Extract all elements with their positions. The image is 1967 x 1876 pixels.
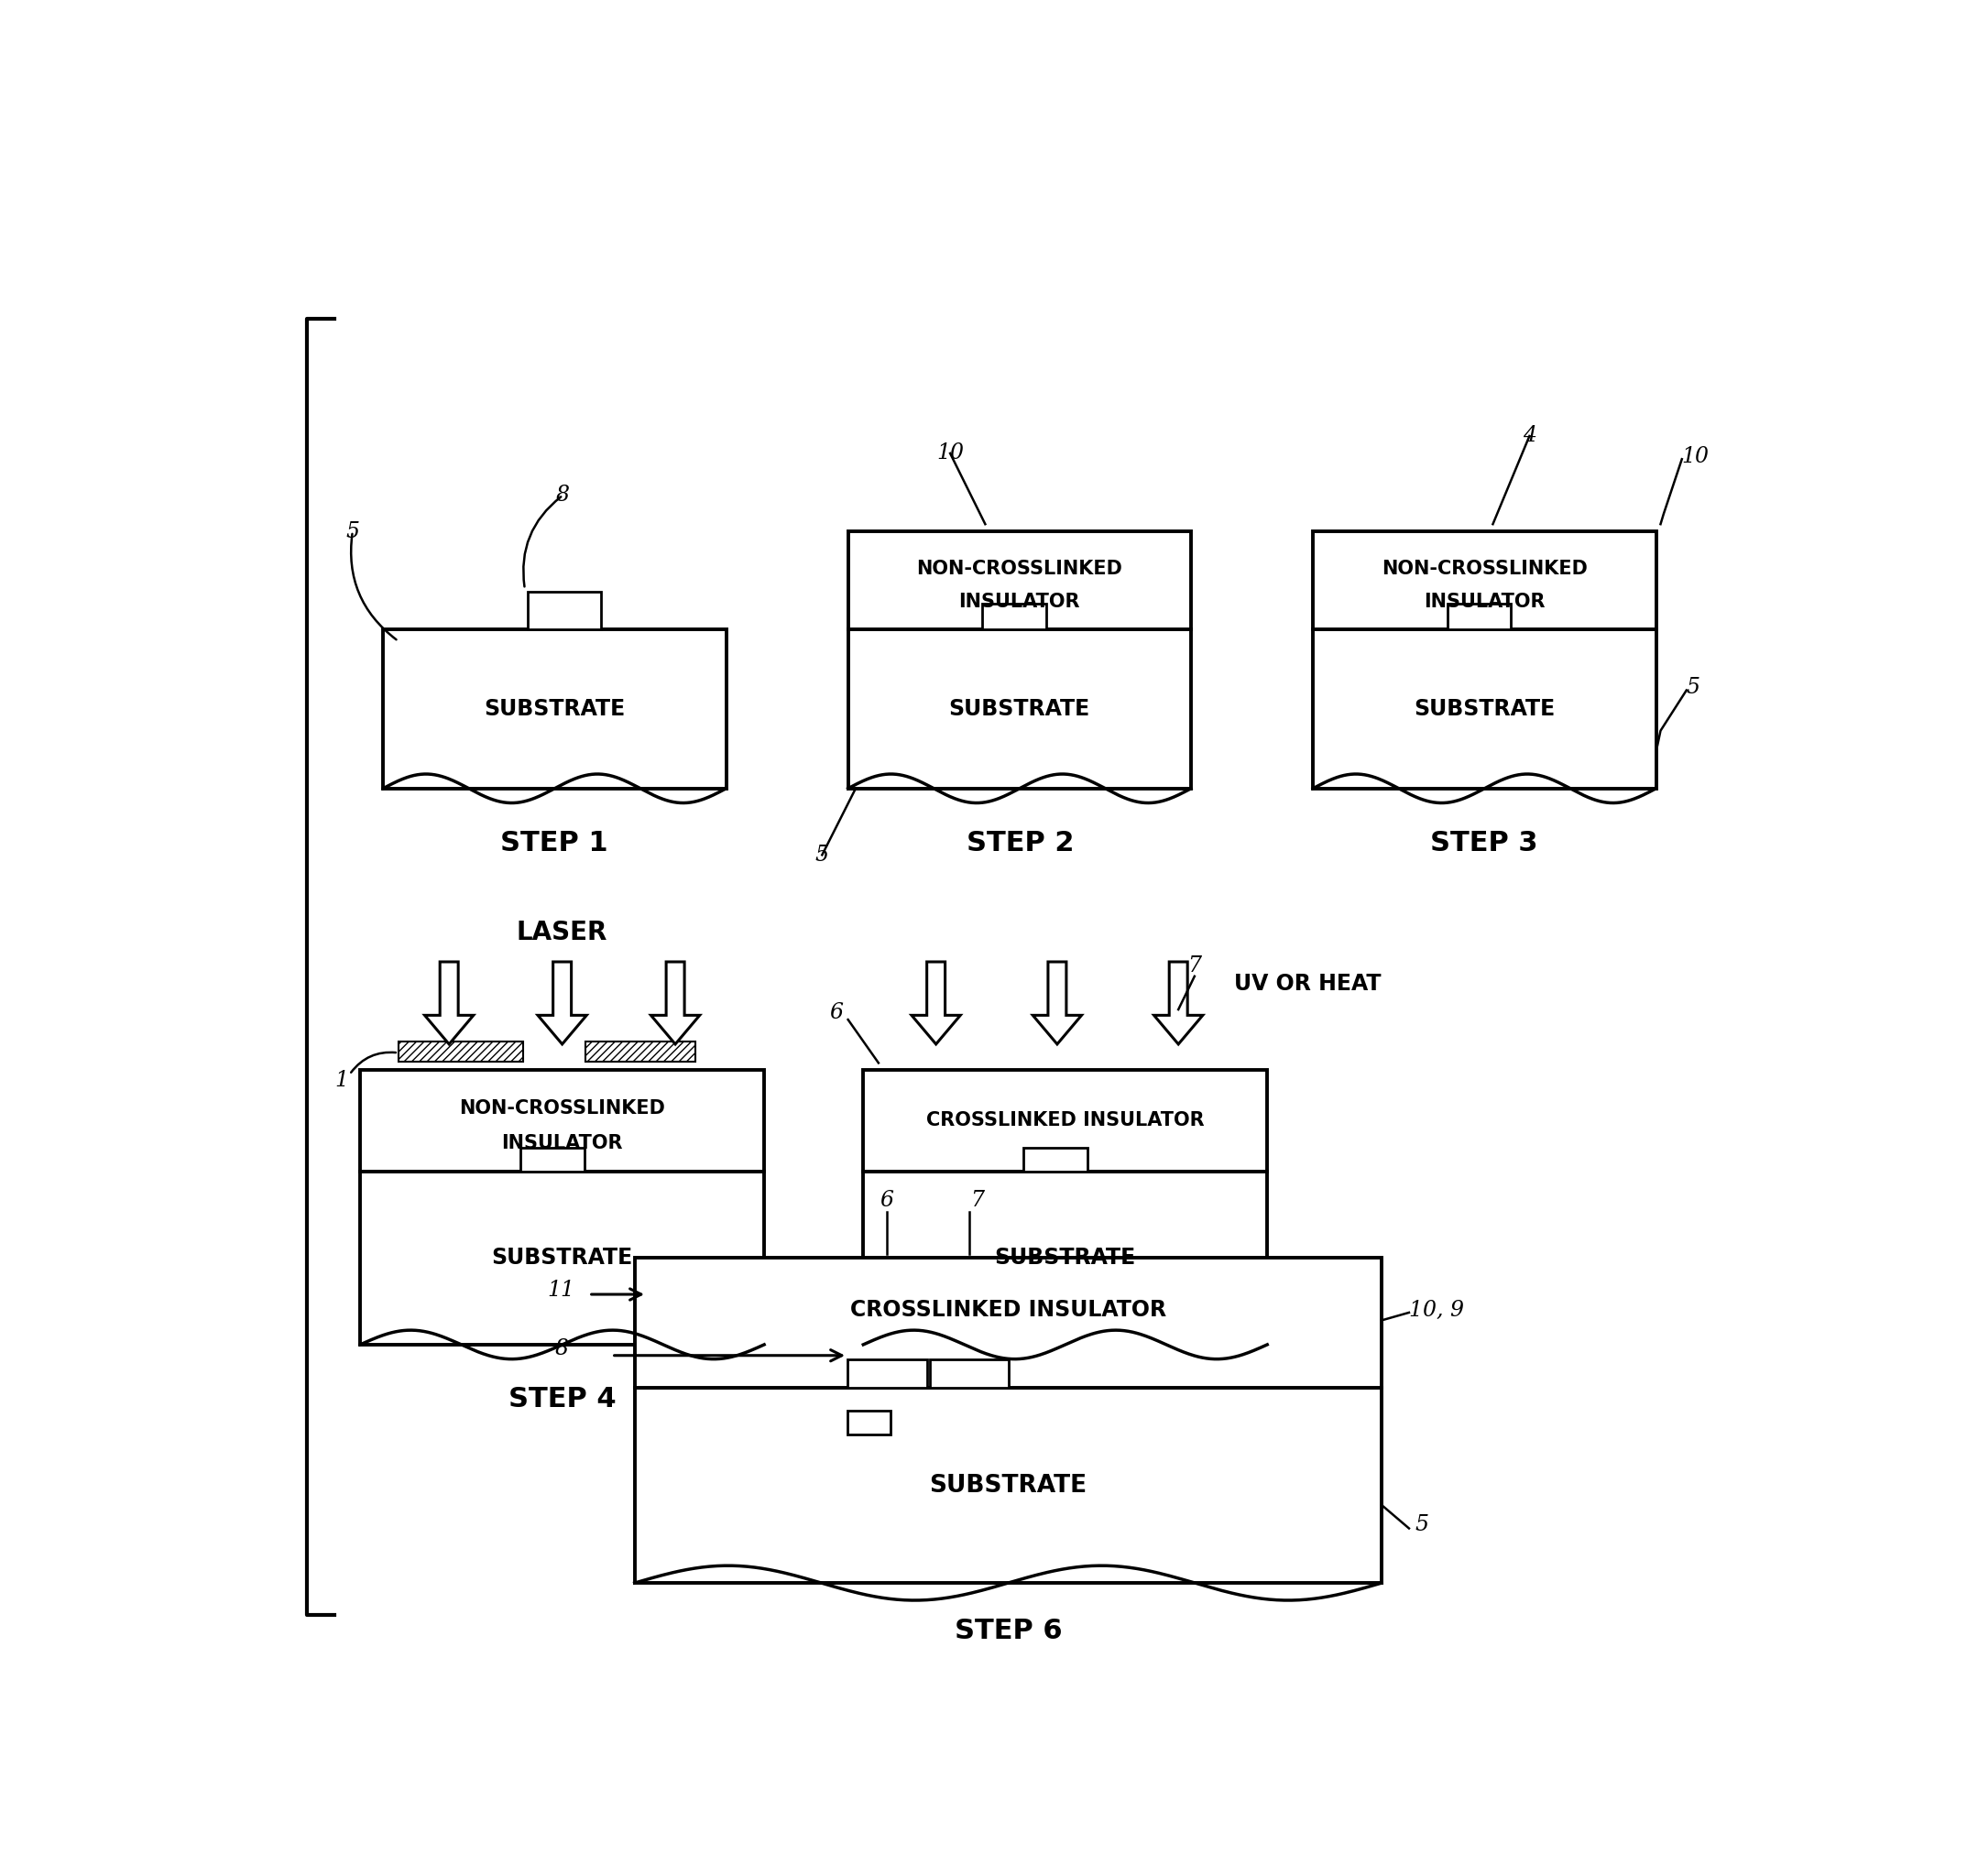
Bar xyxy=(360,1171,763,1345)
Polygon shape xyxy=(651,962,700,1045)
Text: 5: 5 xyxy=(346,522,360,542)
Polygon shape xyxy=(425,962,474,1045)
Bar xyxy=(635,1388,1381,1583)
Polygon shape xyxy=(537,962,586,1045)
Text: 8: 8 xyxy=(557,484,570,507)
Text: 8: 8 xyxy=(555,1338,568,1360)
Text: UV OR HEAT: UV OR HEAT xyxy=(1233,972,1381,994)
Bar xyxy=(864,1069,1267,1171)
Text: NON-CROSSLINKED: NON-CROSSLINKED xyxy=(458,1099,665,1118)
Bar xyxy=(930,1358,1009,1388)
Text: SUBSTRATE: SUBSTRATE xyxy=(995,1248,1135,1268)
Polygon shape xyxy=(911,962,960,1045)
Text: 6: 6 xyxy=(881,1189,893,1210)
Text: 7: 7 xyxy=(970,1189,984,1210)
Text: STEP 6: STEP 6 xyxy=(954,1617,1062,1643)
Text: 10, 9: 10, 9 xyxy=(1408,1300,1463,1321)
Text: SUBSTRATE: SUBSTRATE xyxy=(948,698,1090,720)
Bar xyxy=(586,1041,696,1062)
Polygon shape xyxy=(1155,962,1202,1045)
Text: STEP 2: STEP 2 xyxy=(966,829,1074,857)
Text: STEP 5: STEP 5 xyxy=(1011,1386,1119,1413)
Bar xyxy=(1448,604,1511,630)
Polygon shape xyxy=(1033,962,1082,1045)
Bar xyxy=(848,1358,926,1388)
Bar xyxy=(1023,1148,1088,1171)
Text: SUBSTRATE: SUBSTRATE xyxy=(492,1248,633,1268)
Text: INSULATOR: INSULATOR xyxy=(502,1133,624,1152)
Bar xyxy=(635,1259,1381,1388)
Text: STEP 4: STEP 4 xyxy=(507,1386,616,1413)
Text: CROSSLINKED INSULATOR: CROSSLINKED INSULATOR xyxy=(850,1298,1166,1321)
Bar xyxy=(360,1069,763,1171)
Text: 5: 5 xyxy=(814,844,828,865)
Bar xyxy=(519,1148,584,1171)
Bar xyxy=(527,593,602,630)
Text: NON-CROSSLINKED: NON-CROSSLINKED xyxy=(917,559,1123,578)
Text: STEP 3: STEP 3 xyxy=(1430,829,1538,857)
Text: SUBSTRATE: SUBSTRATE xyxy=(484,698,626,720)
Bar xyxy=(864,1171,1267,1345)
Text: 5: 5 xyxy=(1414,1514,1428,1535)
Bar xyxy=(1314,630,1656,788)
Text: 11: 11 xyxy=(547,1279,574,1300)
Bar xyxy=(848,1411,891,1433)
Text: CROSSLINKED INSULATOR: CROSSLINKED INSULATOR xyxy=(926,1112,1204,1129)
Bar xyxy=(848,531,1190,630)
Text: 6: 6 xyxy=(828,1002,842,1022)
Text: SUBSTRATE: SUBSTRATE xyxy=(928,1473,1088,1497)
Text: 1: 1 xyxy=(334,1069,348,1090)
Bar xyxy=(848,630,1190,788)
Text: 4: 4 xyxy=(1522,426,1536,446)
Text: LASER: LASER xyxy=(517,919,608,946)
Text: 10: 10 xyxy=(1682,446,1709,467)
Text: SUBSTRATE: SUBSTRATE xyxy=(1414,698,1556,720)
Text: NON-CROSSLINKED: NON-CROSSLINKED xyxy=(1381,559,1587,578)
Text: 5: 5 xyxy=(1686,677,1699,698)
Text: 10: 10 xyxy=(936,443,964,463)
Text: 7: 7 xyxy=(1188,955,1202,977)
Bar xyxy=(1314,531,1656,630)
Text: STEP 1: STEP 1 xyxy=(500,829,608,857)
Text: INSULATOR: INSULATOR xyxy=(958,593,1080,612)
Bar xyxy=(982,604,1046,630)
Bar xyxy=(397,1041,523,1062)
Text: INSULATOR: INSULATOR xyxy=(1424,593,1546,612)
Bar xyxy=(384,630,726,788)
